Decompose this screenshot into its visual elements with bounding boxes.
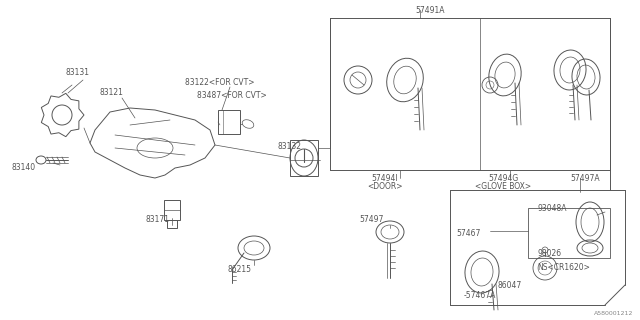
Text: 57491A: 57491A: [415, 6, 445, 15]
Text: 83487<FOR CVT>: 83487<FOR CVT>: [197, 91, 267, 100]
Text: 83140: 83140: [12, 163, 36, 172]
Text: 57497A: 57497A: [570, 174, 600, 183]
Text: 86215: 86215: [228, 265, 252, 274]
Text: -57467A: -57467A: [464, 291, 497, 300]
Text: 57494G: 57494G: [488, 174, 518, 183]
Bar: [528, 208, 610, 258]
Text: 57467: 57467: [456, 229, 481, 238]
Text: 83131: 83131: [65, 68, 89, 77]
Text: 57494I: 57494I: [372, 174, 398, 183]
Bar: [290, 140, 318, 176]
Text: 83171: 83171: [145, 215, 169, 224]
Text: 98026: 98026: [538, 249, 562, 258]
Bar: [164, 200, 180, 220]
Text: 83132: 83132: [278, 142, 302, 151]
Text: <GLOVE BOX>: <GLOVE BOX>: [475, 182, 531, 191]
Text: <DOOR>: <DOOR>: [367, 182, 403, 191]
Text: 83121: 83121: [100, 88, 124, 97]
Text: 57497: 57497: [360, 215, 384, 224]
Text: 83122<FOR CVT>: 83122<FOR CVT>: [185, 78, 255, 87]
Bar: [167, 220, 177, 228]
Text: NS<CR1620>: NS<CR1620>: [537, 263, 590, 272]
Bar: [218, 110, 240, 134]
Text: 86047: 86047: [497, 281, 521, 290]
Text: A580001212: A580001212: [594, 311, 633, 316]
Text: 93048A: 93048A: [538, 204, 568, 213]
